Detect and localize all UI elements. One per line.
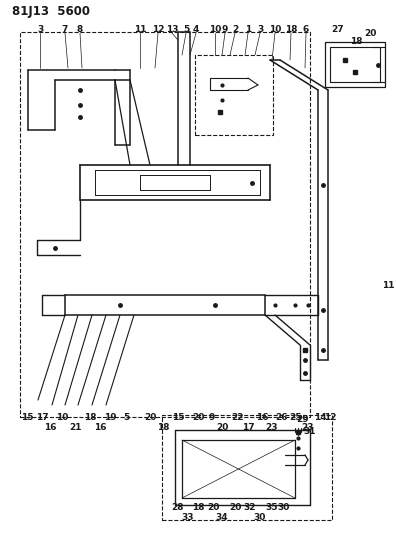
Text: 25: 25 (290, 414, 302, 423)
Text: 32: 32 (244, 504, 256, 513)
Text: 9: 9 (209, 414, 215, 423)
Text: 22: 22 (232, 414, 244, 423)
Text: 29: 29 (297, 416, 309, 424)
Text: 11: 11 (134, 26, 146, 35)
Text: 30: 30 (254, 513, 266, 521)
Text: 18: 18 (157, 423, 169, 432)
Text: 7: 7 (62, 26, 68, 35)
Text: 12: 12 (324, 414, 336, 423)
Text: 15: 15 (21, 414, 33, 423)
Text: 35: 35 (266, 504, 278, 513)
Bar (195, 55, 273, 135)
Text: 8: 8 (77, 26, 83, 35)
Text: 27: 27 (332, 26, 344, 35)
Text: 21: 21 (69, 423, 81, 432)
Text: 20: 20 (144, 414, 156, 423)
Text: 5: 5 (183, 26, 189, 35)
Text: 23: 23 (266, 423, 278, 432)
Text: 19: 19 (104, 414, 116, 423)
Text: 6: 6 (303, 26, 309, 35)
Bar (325, 42, 385, 87)
Text: 10: 10 (269, 26, 281, 35)
Text: 26: 26 (276, 414, 288, 423)
Text: 18: 18 (192, 504, 204, 513)
Text: 17: 17 (242, 423, 254, 432)
Text: 18: 18 (350, 37, 362, 46)
Text: 5: 5 (123, 414, 129, 423)
Text: 16: 16 (44, 423, 56, 432)
Text: 16: 16 (256, 414, 268, 423)
Text: 10: 10 (209, 26, 221, 35)
Text: 17: 17 (36, 414, 48, 423)
Text: 18: 18 (285, 26, 297, 35)
Text: 28: 28 (172, 504, 184, 513)
Text: 20: 20 (216, 423, 228, 432)
Text: 4: 4 (193, 26, 199, 35)
Text: 31: 31 (304, 427, 316, 437)
Text: 16: 16 (94, 423, 106, 432)
Text: 2: 2 (232, 26, 238, 35)
Text: 1: 1 (245, 26, 251, 35)
Text: 14: 14 (314, 414, 326, 423)
Text: 23: 23 (302, 423, 314, 432)
Bar (330, 47, 380, 82)
Text: 3: 3 (37, 26, 43, 35)
Text: 12: 12 (152, 26, 164, 35)
Text: 18: 18 (84, 414, 96, 423)
Text: 9: 9 (222, 26, 228, 35)
Text: 13: 13 (166, 26, 178, 35)
Text: 10: 10 (56, 414, 68, 423)
Text: 20: 20 (364, 28, 376, 37)
Text: 30: 30 (278, 504, 290, 513)
Text: 34: 34 (216, 513, 228, 521)
Bar (162, 415, 332, 520)
Bar (20, 32, 310, 417)
Text: 11: 11 (382, 280, 394, 289)
Text: 20: 20 (207, 504, 219, 513)
Text: 15: 15 (172, 414, 184, 423)
Text: 3: 3 (257, 26, 263, 35)
Text: 20: 20 (192, 414, 204, 423)
Text: 20: 20 (229, 504, 241, 513)
Text: 81J13  5600: 81J13 5600 (12, 5, 90, 19)
Text: 33: 33 (182, 513, 194, 521)
